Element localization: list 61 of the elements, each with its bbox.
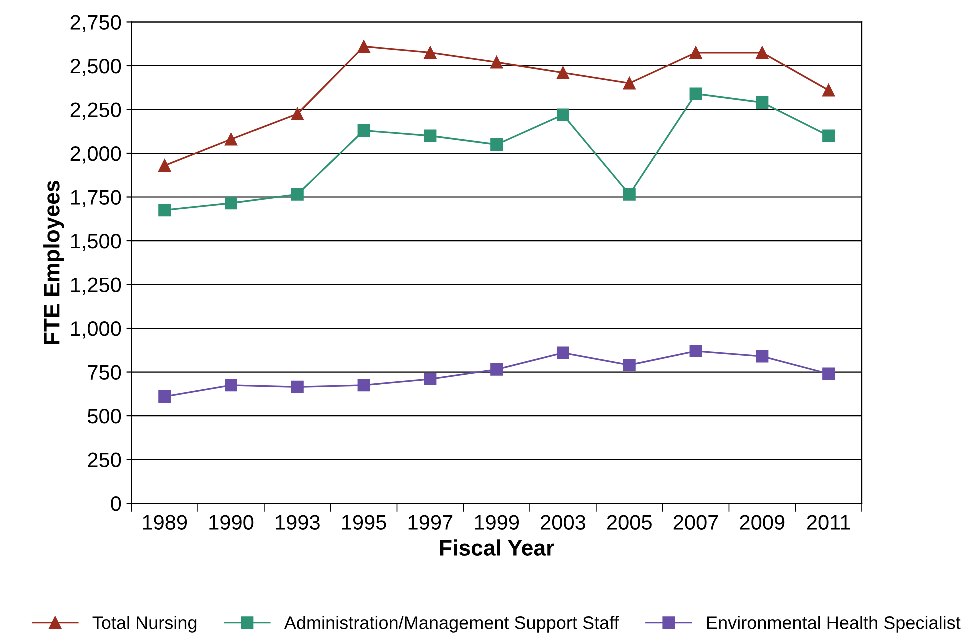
point <box>490 56 504 69</box>
point <box>756 96 769 109</box>
point <box>623 77 636 90</box>
y-tick-label: 1,750 <box>71 190 122 208</box>
y-tick-label: 2,750 <box>70 15 122 32</box>
point <box>424 46 437 60</box>
x-axis-title: Fiscal Year <box>440 540 554 556</box>
y-tick-label: 750 <box>88 365 122 380</box>
point <box>556 346 570 360</box>
x-tick-label: 2003 <box>541 515 586 530</box>
y-axis-title: FTE Employees <box>44 181 64 344</box>
legend-label: Administration/Management Support Staff <box>284 616 620 633</box>
y-tick-label: 500 <box>88 409 122 424</box>
y-tick-label: 250 <box>88 452 122 468</box>
point <box>490 363 504 376</box>
x-tick-label: 1989 <box>143 515 188 530</box>
point <box>291 380 304 394</box>
y-tick-label: 1,000 <box>71 322 122 339</box>
point <box>690 46 702 60</box>
y-tick-label: 2,500 <box>70 58 122 76</box>
x-tick-label: 1995 <box>342 515 386 530</box>
legend-label: Total Nursing <box>92 616 197 633</box>
point <box>158 204 172 217</box>
point <box>756 46 769 60</box>
point <box>822 84 836 97</box>
y-tick-label: 1,250 <box>71 278 122 295</box>
point <box>225 197 238 210</box>
point <box>690 345 702 358</box>
x-tick-label: 2009 <box>740 515 785 530</box>
x-tick-label: 1993 <box>276 515 320 530</box>
point <box>358 124 370 137</box>
point <box>756 350 769 363</box>
point <box>822 368 836 380</box>
y-tick-label: 2,000 <box>70 146 122 164</box>
point <box>690 88 702 100</box>
point <box>158 160 172 172</box>
point <box>490 138 504 151</box>
point <box>623 188 636 201</box>
point <box>158 390 172 404</box>
point <box>424 130 437 142</box>
y-tick-label: 0 <box>111 496 122 512</box>
point <box>556 108 570 122</box>
point <box>424 373 437 386</box>
point <box>358 40 370 53</box>
x-tick-label: 2005 <box>608 515 652 530</box>
x-tick-label: 2011 <box>807 515 850 530</box>
x-tick-label: 2007 <box>674 515 718 530</box>
point <box>225 133 238 146</box>
point <box>291 108 304 120</box>
x-tick-label: 1999 <box>475 515 520 530</box>
point <box>358 379 370 392</box>
legend-label: Environmental Health Specialist <box>707 616 961 633</box>
y-tick-label: 1,500 <box>71 234 122 252</box>
x-tick-label: 1990 <box>210 515 254 530</box>
y-tick-label: 2,250 <box>70 102 122 120</box>
point <box>623 359 636 372</box>
point <box>822 130 836 142</box>
x-tick-label: 1997 <box>408 515 453 530</box>
point <box>225 379 238 392</box>
point <box>291 188 304 201</box>
point <box>556 66 570 80</box>
